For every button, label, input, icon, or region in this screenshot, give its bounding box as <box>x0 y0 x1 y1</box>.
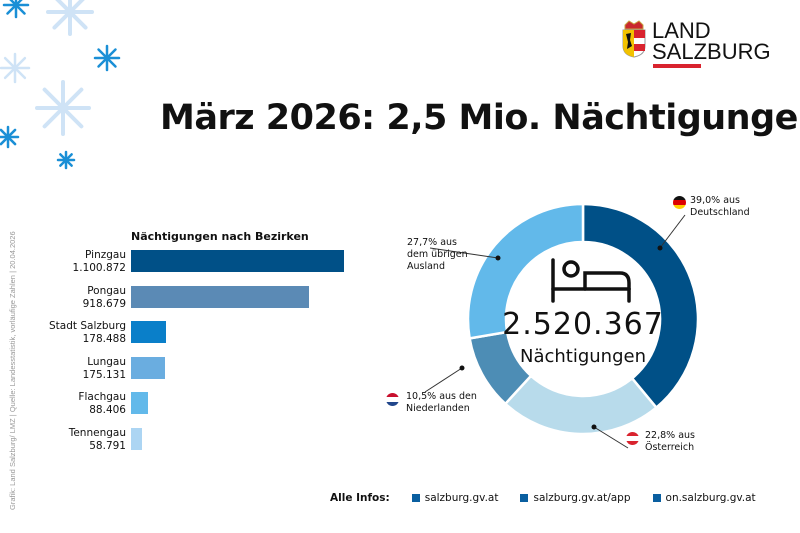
bar-label: Pongau 918.679 <box>82 284 126 310</box>
coat-of-arms-icon <box>622 20 646 58</box>
bar-pongau <box>131 285 309 308</box>
annotation-oesterreich: 22,8% aus Österreich <box>645 430 695 453</box>
footer-link-online[interactable]: on.salzburg.gv.at <box>652 492 756 504</box>
leader-line <box>593 426 629 449</box>
bar-lungau <box>131 356 165 379</box>
bar-label: Lungau 175.131 <box>82 355 126 381</box>
bar-label: Flachgau 88.406 <box>78 391 126 416</box>
leader-dot <box>495 255 501 261</box>
bar-chart-title: Nächtigungen nach Bezirken <box>131 230 309 243</box>
donut-slice <box>503 374 659 436</box>
square-icon <box>652 494 661 502</box>
bar-label: Pinzgau 1.100.872 <box>72 249 126 274</box>
annotation-niederlande: 10,5% aus den Niederlanden <box>406 391 477 414</box>
footer-link-website[interactable]: salzburg.gv.at <box>411 492 498 504</box>
donut-slice <box>466 202 585 340</box>
austria-flag-icon <box>626 432 639 445</box>
total-label: Nächtigungen <box>519 346 646 367</box>
page-title: März 2026: 2,5 Mio. Nächtigungen <box>160 98 800 138</box>
leader-line <box>424 367 463 393</box>
logo-text-salzburg: SALZBURG <box>652 39 771 64</box>
footer-link-app[interactable]: salzburg.gv.at/app <box>520 492 631 504</box>
bar-tennengau <box>131 427 143 450</box>
snowflake-icon <box>56 150 76 170</box>
snowflake-icon <box>35 80 91 136</box>
logo-text-land: LAND <box>652 18 711 43</box>
square-icon <box>520 494 529 502</box>
bar-label: Stadt Salzburg 178.488 <box>49 320 126 345</box>
annotation-ausland: 27,7% aus dem übrigen Ausland <box>407 237 468 272</box>
germany-flag-icon <box>673 196 686 209</box>
snowflake-icon <box>0 125 20 149</box>
footer-label: Alle Infos: <box>330 492 390 504</box>
bar-flachgau <box>131 392 149 414</box>
footer: Alle Infos: salzburg.gv.at salzburg.gv.a… <box>330 492 756 504</box>
donut-chart <box>424 202 700 449</box>
leader-line <box>659 214 686 249</box>
annotation-deutschland: 39,0% aus Deutschland <box>690 195 750 218</box>
snowflake-icon <box>0 52 31 84</box>
source-note: Grafik: Land Salzburg/ LMZ | Quelle: Lan… <box>8 231 17 510</box>
square-icon <box>411 494 420 502</box>
leader-line <box>429 247 499 259</box>
snowflake-icon <box>46 0 94 36</box>
bar-pinzgau <box>131 250 344 272</box>
logo-underline <box>653 64 701 68</box>
bar-stadt-salzburg <box>131 321 166 343</box>
bed-icon <box>551 258 631 303</box>
snowflake-decoration <box>0 0 121 170</box>
bar-label: Tennengau 58.791 <box>68 426 126 452</box>
donut-slice <box>581 202 700 410</box>
netherlands-flag-icon <box>386 393 399 406</box>
total-value: 2.520.367 <box>502 307 664 342</box>
leader-dot <box>591 424 597 430</box>
leader-dot <box>657 245 663 251</box>
snowflake-icon <box>2 0 30 19</box>
snowflake-icon <box>93 44 121 72</box>
leader-dot <box>459 365 465 371</box>
